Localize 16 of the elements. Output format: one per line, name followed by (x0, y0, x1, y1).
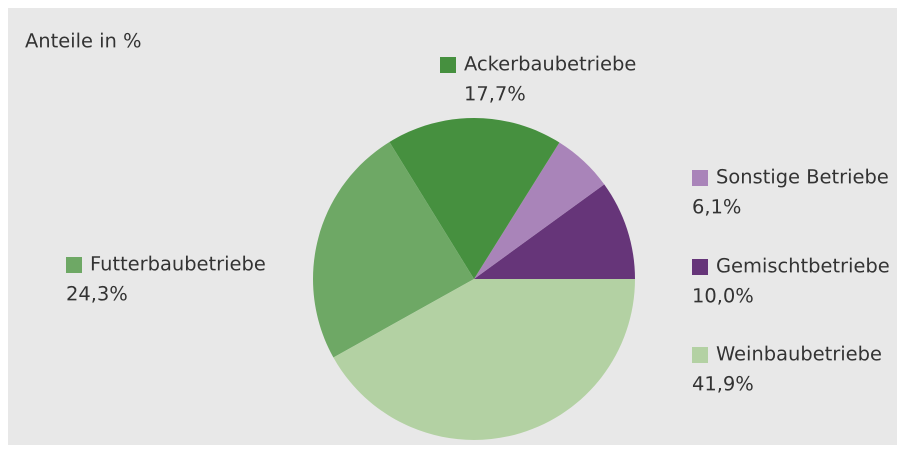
pie-slice (474, 142, 604, 279)
data-label: 24,3% (67, 286, 127, 303)
data-label: 10,0% (694, 288, 753, 305)
chart-title: Anteile in % (25, 32, 140, 48)
legend-label: Ackerbaubetriebe (464, 56, 636, 71)
legend-label: Sonstige Betriebe (717, 168, 888, 188)
legend-label: Futterbaubetriebe (92, 256, 265, 271)
legend-label: Weinbaubetriebe (716, 346, 881, 361)
data-label: 17,7% (466, 86, 525, 103)
pie-slice (389, 118, 560, 279)
legend-label: Gemischtbetriebe (717, 258, 889, 273)
pie-slice (333, 279, 635, 440)
pie-slice (313, 142, 474, 358)
pie-slice (474, 184, 635, 279)
data-label: 41,9% (692, 376, 753, 393)
data-label: 6,1% (693, 198, 740, 216)
